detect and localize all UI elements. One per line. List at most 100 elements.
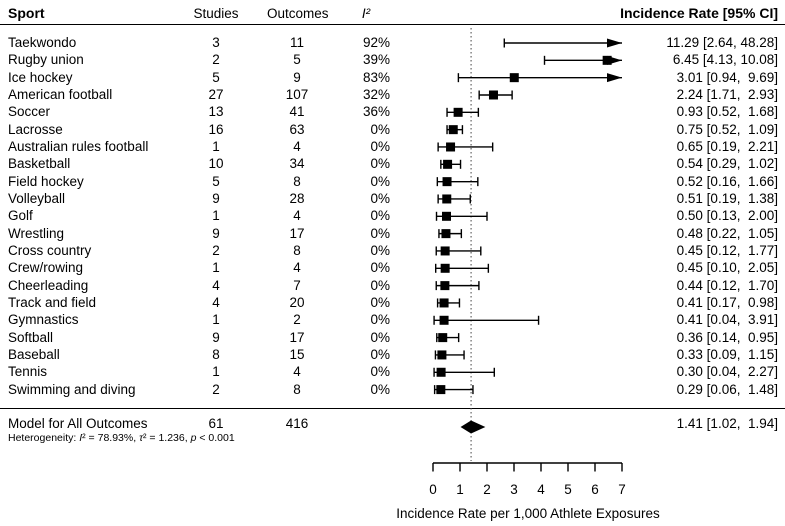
heterogeneity-note: Heterogeneity: I² = 78.93%, τ² = 1.236, …: [8, 431, 368, 445]
x-axis-tick-label: 5: [564, 482, 572, 497]
row-sport-label: Softball: [8, 330, 54, 345]
row-studies-value: 4: [212, 295, 220, 310]
point-estimate-square: [446, 142, 456, 152]
row-outcomes-value: 5: [293, 52, 301, 67]
row-outcomes-value: 9: [293, 70, 301, 85]
point-estimate-square: [509, 73, 519, 83]
row-i2-value: 83%: [362, 70, 390, 85]
x-axis-title: Incidence Rate per 1,000 Athlete Exposur…: [396, 506, 660, 521]
row-ci-text: 0.75 [0.52, 1.09]: [676, 122, 778, 137]
row-outcomes-value: 8: [293, 382, 301, 397]
row-studies-value: 9: [212, 191, 220, 206]
point-estimate-square: [436, 367, 446, 377]
row-ci-text: 0.36 [0.14, 0.95]: [676, 330, 778, 345]
row-sport-label: Soccer: [8, 104, 51, 119]
row-i2-value: 0%: [370, 278, 390, 293]
row-sport-label: Taekwondo: [8, 35, 77, 50]
row-outcomes-value: 34: [289, 156, 305, 171]
row-studies-value: 16: [208, 122, 224, 137]
x-axis-tick-label: 0: [429, 482, 437, 497]
row-studies-value: 1: [212, 364, 220, 379]
row-outcomes-value: 20: [289, 295, 305, 310]
row-outcomes-value: 2: [293, 312, 301, 327]
row-outcomes-value: 41: [289, 104, 305, 119]
point-estimate-square: [438, 333, 448, 343]
row-outcomes-value: 17: [289, 330, 305, 345]
row-outcomes-value: 7: [293, 278, 301, 293]
point-estimate-square: [441, 229, 451, 239]
row-ci-text: 0.45 [0.10, 2.05]: [676, 260, 778, 275]
row-i2-value: 0%: [370, 330, 390, 345]
row-ci-text: 6.45 [4.13, 10.08]: [672, 52, 778, 67]
row-i2-value: 0%: [370, 156, 390, 171]
row-ci-text: 0.51 [0.19, 1.38]: [676, 191, 778, 206]
point-estimate-square: [453, 107, 463, 117]
row-i2-value: 0%: [370, 347, 390, 362]
row-i2-value: 0%: [370, 139, 390, 154]
row-i2-value: 0%: [370, 364, 390, 379]
row-i2-value: 92%: [362, 35, 390, 50]
row-outcomes-value: 4: [293, 260, 301, 275]
row-ci-text: 0.44 [0.12, 1.70]: [676, 278, 778, 293]
row-i2-value: 0%: [370, 122, 390, 137]
row-ci-text: 0.30 [0.04, 2.27]: [676, 364, 778, 379]
heterogeneity-symbol: p: [190, 432, 197, 444]
summary-diamond: [460, 420, 486, 434]
row-sport-label: Cross country: [8, 243, 92, 258]
row-studies-value: 5: [212, 70, 220, 85]
row-sport-label: Baseball: [8, 347, 60, 362]
column-header-i2: I²: [361, 6, 371, 21]
summary-studies: 61: [208, 416, 224, 431]
point-estimate-square: [442, 194, 452, 204]
ci-truncation-arrow-icon: [607, 38, 622, 48]
heterogeneity-symbol: τ: [139, 432, 143, 444]
row-studies-value: 5: [212, 174, 220, 189]
row-ci-text: 0.41 [0.04, 3.91]: [676, 312, 778, 327]
row-sport-label: Field hockey: [8, 174, 84, 189]
column-header-outcomes: Outcomes: [267, 6, 329, 21]
row-ci-text: 0.65 [0.19, 2.21]: [676, 139, 778, 154]
summary-divider-line: [0, 408, 785, 409]
row-sport-label: Wrestling: [8, 226, 65, 241]
x-axis-tick-label: 3: [510, 482, 518, 497]
point-estimate-square: [436, 385, 446, 395]
row-i2-value: 36%: [362, 104, 390, 119]
row-sport-label: Golf: [8, 208, 33, 223]
row-studies-value: 1: [212, 312, 220, 327]
point-estimate-square: [442, 211, 451, 221]
heterogeneity-text: ² = 78.93%,: [82, 432, 140, 444]
row-studies-value: 27: [208, 87, 224, 102]
row-i2-value: 39%: [362, 52, 390, 67]
row-sport-label: Rugby union: [8, 52, 84, 67]
summary-outcomes: 416: [285, 416, 309, 431]
row-outcomes-value: 107: [285, 87, 309, 102]
row-outcomes-value: 28: [289, 191, 305, 206]
row-outcomes-value: 4: [293, 139, 301, 154]
x-axis-tick-label: 6: [591, 482, 599, 497]
x-axis-tick-label: 2: [483, 482, 491, 497]
point-estimate-square: [439, 298, 449, 308]
row-ci-text: 0.54 [0.29, 1.02]: [676, 156, 778, 171]
row-outcomes-value: 17: [289, 226, 305, 241]
row-studies-value: 9: [212, 330, 220, 345]
row-i2-value: 0%: [370, 243, 390, 258]
row-sport-label: Crew/rowing: [8, 260, 84, 275]
point-estimate-square: [448, 125, 458, 135]
column-header-sport: Sport: [8, 5, 45, 21]
row-sport-label: Track and field: [8, 295, 97, 310]
row-i2-value: 0%: [370, 260, 390, 275]
summary-label: Model for All Outcomes: [8, 416, 148, 431]
row-ci-text: 0.45 [0.12, 1.77]: [676, 243, 778, 258]
row-i2-value: 0%: [370, 191, 390, 206]
heterogeneity-text: ² = 1.236,: [143, 432, 191, 444]
x-axis-tick-label: 7: [618, 482, 626, 497]
row-ci-text: 0.41 [0.17, 0.98]: [676, 295, 778, 310]
row-outcomes-value: 4: [293, 364, 301, 379]
row-studies-value: 10: [208, 156, 224, 171]
row-studies-value: 1: [212, 260, 220, 275]
point-estimate-square: [440, 281, 450, 291]
row-i2-value: 0%: [370, 208, 390, 223]
row-sport-label: Basketball: [8, 156, 71, 171]
